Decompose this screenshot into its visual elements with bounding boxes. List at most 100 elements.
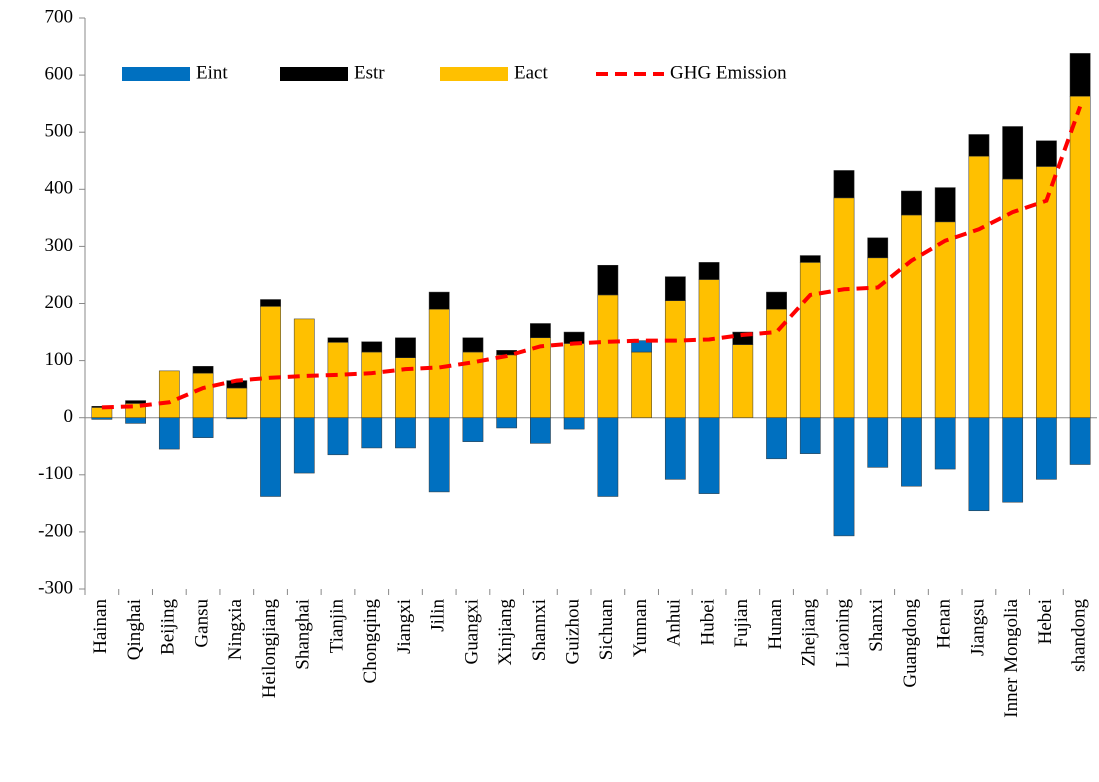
x-tick-label: Anhui bbox=[664, 599, 685, 647]
bar-segment bbox=[293, 417, 315, 474]
bar-segment bbox=[226, 417, 248, 420]
bar-segment bbox=[293, 318, 315, 418]
bar-segment bbox=[867, 417, 889, 468]
bar-segment bbox=[327, 342, 349, 418]
bar-segment bbox=[968, 417, 990, 512]
y-tick-label: 700 bbox=[45, 6, 74, 27]
bar-segment bbox=[361, 417, 383, 449]
bar-segment bbox=[327, 337, 349, 343]
bar-segment bbox=[1069, 95, 1091, 418]
bar-segment bbox=[462, 337, 484, 353]
x-tick-label: Beijing bbox=[158, 599, 179, 655]
bar-segment bbox=[91, 417, 113, 420]
bar-segment bbox=[496, 354, 518, 418]
x-tick-label: Hubei bbox=[697, 599, 718, 645]
y-tick-label: -200 bbox=[38, 520, 73, 541]
bar-segment bbox=[496, 417, 518, 429]
bar-segment bbox=[192, 372, 214, 418]
bar-segment bbox=[361, 341, 383, 353]
bar-segment bbox=[664, 300, 686, 418]
bar-segment bbox=[766, 417, 787, 460]
legend-label: Estr bbox=[354, 62, 385, 83]
line-series bbox=[101, 105, 1083, 410]
x-tick-label: Henan bbox=[934, 599, 955, 649]
bar-segment bbox=[428, 417, 450, 493]
x-tick-label: Inner Mongolia bbox=[1001, 598, 1022, 717]
bar-segment bbox=[462, 417, 484, 442]
y-tick-label: 200 bbox=[45, 292, 74, 313]
bar-segment bbox=[1069, 417, 1091, 465]
bar-segment bbox=[799, 255, 821, 263]
x-tick-label: Shanghai bbox=[293, 599, 314, 670]
legend-swatch bbox=[280, 67, 348, 81]
bar-segment bbox=[260, 306, 281, 418]
bar-segment bbox=[833, 170, 855, 199]
y-tick-label: 600 bbox=[45, 63, 74, 84]
x-tick-label: Guangdong bbox=[900, 599, 921, 688]
x-tick-label: Jiangsu bbox=[967, 599, 988, 657]
bar-segment bbox=[664, 276, 686, 301]
legend-label: Eint bbox=[196, 62, 228, 83]
legend-swatch bbox=[122, 67, 190, 81]
bar-segment bbox=[867, 237, 889, 259]
x-tick-label: Heilongjiang bbox=[259, 599, 280, 699]
y-tick-label: 300 bbox=[45, 235, 74, 256]
bar-segment bbox=[901, 417, 922, 487]
y-tick-label: 100 bbox=[45, 349, 74, 370]
bar-segment bbox=[563, 417, 585, 430]
bar-segment bbox=[799, 262, 821, 418]
bar-segment bbox=[226, 387, 248, 418]
bar-segment bbox=[833, 417, 855, 537]
bar-segment bbox=[1002, 417, 1024, 503]
bar-segment bbox=[361, 351, 383, 418]
x-tick-label: Shanxi bbox=[866, 599, 887, 652]
bar-segment bbox=[698, 279, 720, 418]
bar-segment bbox=[833, 197, 855, 418]
bar-segment bbox=[901, 214, 922, 418]
x-tick-label: Liaoning bbox=[832, 599, 853, 668]
bar-segment bbox=[664, 417, 686, 480]
bar-segment bbox=[530, 323, 551, 339]
bar-segment bbox=[395, 357, 416, 418]
x-tick-label: Guizhou bbox=[562, 599, 583, 665]
bar-segment bbox=[395, 417, 416, 449]
bar-segment bbox=[563, 343, 585, 418]
x-tick-label: Hainan bbox=[90, 599, 111, 654]
bar-segment bbox=[1002, 178, 1024, 418]
bar-segment bbox=[698, 417, 720, 494]
bar-segment bbox=[631, 340, 652, 353]
bar-segment bbox=[428, 308, 450, 418]
bar-segment bbox=[1002, 126, 1024, 180]
x-tick-label: shandong bbox=[1068, 599, 1089, 672]
bar-segment bbox=[597, 264, 619, 296]
x-tick-label: Yunnan bbox=[630, 599, 651, 658]
y-tick-label: 500 bbox=[45, 121, 74, 142]
y-tick-label: 0 bbox=[64, 406, 74, 427]
bar-segment bbox=[260, 299, 281, 307]
bar-segment bbox=[968, 155, 990, 418]
bar-segment bbox=[631, 351, 652, 418]
bar-segment bbox=[968, 134, 990, 157]
x-tick-label: Shannxi bbox=[529, 599, 550, 661]
x-tick-label: Qinghai bbox=[124, 599, 145, 660]
bar-segment bbox=[934, 221, 956, 418]
x-tick-label: Tianjin bbox=[326, 599, 347, 654]
bar-segment bbox=[766, 291, 787, 310]
bar-segment bbox=[327, 417, 349, 456]
bar-segment bbox=[597, 417, 619, 497]
bar-segment bbox=[158, 417, 180, 450]
bar-segment bbox=[732, 344, 754, 418]
x-tick-label: Sichuan bbox=[596, 599, 617, 661]
bar-segment bbox=[901, 190, 922, 216]
y-tick-label: -300 bbox=[38, 577, 73, 598]
x-tick-label: Chongqing bbox=[360, 599, 381, 684]
bar-segment bbox=[799, 417, 821, 454]
bar-segment bbox=[125, 417, 146, 424]
x-tick-label: Guangxi bbox=[461, 599, 482, 664]
x-tick-label: Hunan bbox=[765, 599, 786, 650]
x-tick-label: Zhejiang bbox=[799, 599, 820, 667]
x-tick-label: Jilin bbox=[428, 599, 449, 632]
bar-segment bbox=[698, 262, 720, 280]
x-tick-label: Hebei bbox=[1035, 599, 1056, 644]
